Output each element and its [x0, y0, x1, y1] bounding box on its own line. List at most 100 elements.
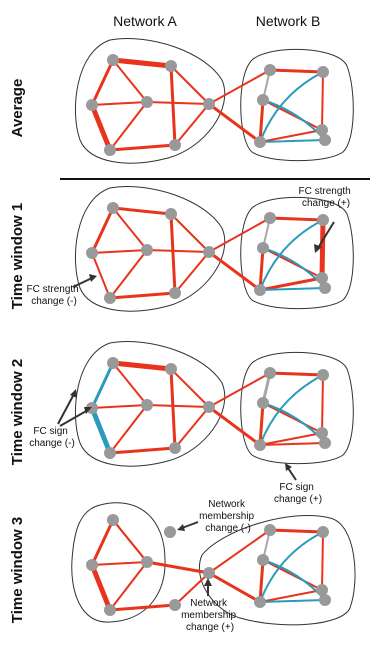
edge-b3-b4 — [262, 247, 323, 279]
row-label-time-window-1: Time window 1 — [9, 203, 26, 309]
edge-h-b1 — [208, 529, 271, 574]
edge-b3-b5 — [258, 98, 265, 144]
edge-a4-a5 — [109, 404, 148, 454]
edge-a6-h — [174, 406, 210, 449]
node-a3 — [86, 247, 98, 259]
annotation-fc-strength-pos: FC strength change (+) — [298, 186, 353, 209]
network-b-outline — [240, 48, 354, 162]
edge-a3-a5 — [89, 102, 113, 153]
edge-b3-b4 — [262, 402, 323, 434]
node-b4 — [316, 124, 328, 136]
edge-a4-a5 — [109, 101, 148, 151]
edge-b5-b6 — [259, 287, 326, 291]
edge-a5-a6 — [108, 291, 177, 300]
node-b2 — [317, 66, 329, 78]
row-label-time-window-2: Time window 2 — [9, 359, 26, 465]
edge-h-b1 — [208, 217, 271, 253]
arrowhead-fc-sign-neg-1 — [70, 389, 77, 398]
edge-h-b5 — [207, 571, 262, 604]
node-b1 — [264, 367, 276, 379]
edge-b5-b6 — [259, 139, 326, 143]
edge-a3-a5 — [91, 252, 111, 299]
edge-b2-b5 — [259, 374, 324, 446]
edge-a4-a5 — [109, 561, 148, 611]
network-a-outline — [71, 502, 166, 623]
annotation-membership-neg: Network membership change (-) — [199, 499, 257, 534]
node-b2 — [317, 526, 329, 538]
node-b3 — [257, 397, 269, 409]
node-a6 — [169, 287, 181, 299]
edge-b2-b4 — [321, 531, 324, 591]
node-a6 — [169, 442, 181, 454]
edge-b4-b5 — [259, 129, 323, 143]
node-b1 — [264, 64, 276, 76]
edge-a3-a4 — [91, 404, 148, 409]
edge-h-b5 — [207, 405, 262, 447]
node-b3 — [257, 94, 269, 106]
node-a1 — [107, 54, 119, 66]
node-a4 — [141, 556, 153, 568]
node-b5 — [254, 596, 266, 608]
annotation-fc-sign-pos: FC sign change (+) — [274, 482, 322, 505]
arrowhead-fc-sign-neg-2 — [84, 407, 92, 414]
node-a2 — [165, 60, 177, 72]
node-a1 — [107, 514, 119, 526]
node-a4 — [141, 244, 153, 256]
edge-a2-h — [170, 368, 210, 408]
node-a6 — [169, 139, 181, 151]
edge-a2-a6 — [169, 367, 177, 450]
edge-a1-a2 — [110, 360, 174, 372]
edge-b3-b6 — [262, 99, 326, 141]
node-a2 — [165, 363, 177, 375]
node-a1 — [107, 357, 119, 369]
edge-a1-a4 — [112, 59, 148, 103]
edge-a1-a3 — [90, 518, 115, 567]
edge-a1-a2 — [111, 206, 173, 216]
edge-a2-h — [170, 213, 210, 253]
edge-a1-a4 — [112, 362, 148, 406]
edge-a2-a6 — [169, 64, 177, 147]
edge-b3-b5 — [258, 401, 265, 447]
edge-a4-h — [146, 101, 210, 105]
node-a2 — [165, 208, 177, 220]
arrowhead-fc-strength-pos — [314, 244, 322, 253]
edge-b2-b4 — [321, 374, 324, 434]
node-a5 — [104, 604, 116, 616]
edge-b3-b6 — [262, 402, 326, 444]
edge-b2-b4 — [319, 217, 326, 281]
node-b3 — [257, 242, 269, 254]
edge-b2-b5 — [259, 71, 324, 143]
node-a4 — [141, 399, 153, 411]
arrow-fc-sign-neg-1 — [57, 393, 75, 425]
node-h — [203, 401, 215, 413]
edge-h-b5 — [207, 102, 262, 144]
node-a3 — [86, 99, 98, 111]
edge-a6-h — [174, 103, 210, 146]
node-b4 — [316, 427, 328, 439]
panel-time-window-2 — [75, 341, 354, 467]
node-b1 — [264, 524, 276, 536]
network-a-outline — [75, 341, 226, 467]
edge-a1-a2 — [110, 57, 174, 69]
edge-h-b1 — [208, 69, 271, 105]
node-b6 — [319, 282, 331, 294]
node-h — [203, 246, 215, 258]
node-b4 — [316, 272, 328, 284]
arrowhead-membership-neg — [177, 524, 185, 531]
edge-a3-a5 — [89, 405, 113, 456]
node-a5 — [104, 447, 116, 459]
edge-h-b5 — [207, 250, 262, 292]
edge-b5-b6 — [259, 442, 326, 446]
edge-b3-b4 — [262, 99, 323, 131]
edge-b3-b6 — [262, 559, 326, 601]
network-b-outline — [198, 515, 356, 626]
edge-a2-a6 — [169, 212, 177, 295]
network-a-outline — [75, 38, 226, 164]
column-label-network-b: Network B — [256, 13, 321, 29]
network-b-outline — [240, 196, 354, 310]
edge-b5-b6 — [259, 599, 326, 603]
node-a3 — [86, 402, 98, 414]
arrowhead-fc-sign-pos — [285, 463, 292, 471]
row-label-average: Average — [9, 79, 26, 138]
edge-a3-a5 — [89, 562, 113, 613]
